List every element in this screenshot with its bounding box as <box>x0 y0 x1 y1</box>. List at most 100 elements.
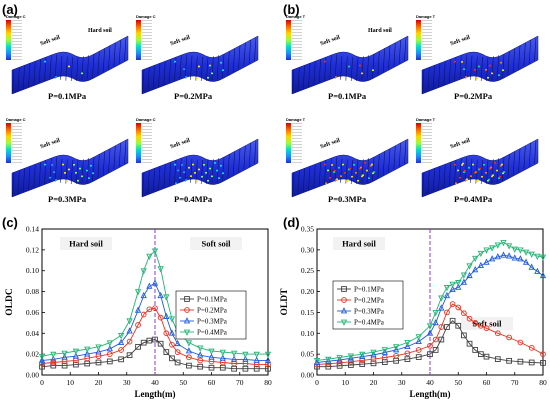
damage-spot <box>327 169 329 172</box>
damage-legend-title: Damage T <box>286 117 306 122</box>
data-point <box>506 334 512 341</box>
data-point <box>438 336 445 343</box>
tunnel-ring <box>512 48 515 73</box>
tunnel-ring <box>142 69 145 94</box>
damage-spot <box>362 174 364 177</box>
damage-spot <box>68 168 70 171</box>
pressure-label: P=0.2MPa <box>174 91 213 101</box>
tunnel-ring <box>350 159 353 185</box>
data-point <box>438 324 445 330</box>
tunnel-ring <box>382 48 385 73</box>
tunnel-ring <box>211 56 214 81</box>
y-tick-label: 0.08 <box>26 287 39 296</box>
data-point <box>472 255 479 263</box>
tunnel-ring <box>248 142 251 167</box>
damage-spot <box>66 180 68 183</box>
tunnel-ring <box>459 54 462 80</box>
damage-spot <box>489 64 491 67</box>
data-point <box>461 332 467 339</box>
tunnel-ring <box>486 159 489 184</box>
data-point <box>174 359 181 366</box>
legend-entry: P=0.3MPa <box>337 307 385 316</box>
data-point <box>381 348 388 355</box>
data-point <box>426 329 434 336</box>
tunnel-ring <box>448 162 451 187</box>
tunnel-ring <box>232 151 235 176</box>
damage-spot <box>194 172 196 174</box>
tunnel-svg <box>421 35 539 95</box>
tunnel-ring <box>507 51 510 76</box>
damage-spot <box>368 177 370 179</box>
tunnel-ring <box>211 159 214 184</box>
tunnel-ring <box>97 154 100 179</box>
hard-soil-region-box <box>60 237 112 250</box>
data-point <box>466 315 473 322</box>
damage-spot <box>336 178 338 181</box>
chart-oldt: 0 10 20 30 40 50 60 70 80 0.00 0.05 0.10 0.15 0.20 0.2… <box>280 225 547 400</box>
data-point <box>38 356 46 363</box>
panel-c-letter: (c) <box>2 215 18 230</box>
legend-tick-labels <box>12 20 22 60</box>
tunnel-ring <box>54 157 57 182</box>
data-point <box>230 355 238 362</box>
damage-spot <box>457 169 459 172</box>
tunnel-ring <box>308 63 311 88</box>
data-point <box>185 340 193 347</box>
legend-tick-labels <box>142 123 152 163</box>
tunnel-ring <box>334 157 337 182</box>
legend-label: P=0.2MPa <box>354 297 385 305</box>
tunnel-ring <box>248 39 251 64</box>
data-point <box>517 247 524 254</box>
damage-spot <box>463 68 465 70</box>
data-point <box>494 356 501 362</box>
damage-color-legend: Damage T <box>286 117 305 163</box>
damage-spot <box>222 172 224 175</box>
damage-spot <box>481 175 483 178</box>
damage-spot <box>478 65 480 68</box>
damage-spot <box>496 169 498 172</box>
pressure-label: P=0.4MPa <box>454 194 493 204</box>
tunnel-ring <box>76 159 79 184</box>
tunnel-ring <box>22 65 25 90</box>
tunnel-ring <box>12 172 15 197</box>
damage-spot <box>222 69 224 72</box>
damage-spot <box>454 163 456 166</box>
tunnel-ring <box>92 53 95 79</box>
tunnel-ring <box>302 168 305 193</box>
data-point <box>157 266 164 273</box>
damage-spot <box>174 163 176 166</box>
panel-b-letter: (b) <box>283 2 300 17</box>
damage-spot <box>214 162 216 164</box>
data-point <box>325 363 332 370</box>
damage-spot <box>86 169 88 172</box>
tunnel-ring <box>313 61 316 86</box>
damage-spot <box>488 178 490 181</box>
data-point <box>50 351 57 359</box>
data-point <box>540 351 546 357</box>
damage-spot <box>454 60 456 63</box>
x-tick-label: 70 <box>236 378 244 387</box>
series-line <box>41 339 268 370</box>
data-point <box>157 291 164 299</box>
tunnel-ring <box>28 63 31 88</box>
x-tick-label: 30 <box>123 378 131 387</box>
damage-spot <box>346 180 348 183</box>
x-tick-label: 80 <box>264 378 272 387</box>
legend-gradient-bar <box>416 123 421 163</box>
damage-spot <box>500 61 502 64</box>
tunnel-ring <box>345 56 348 81</box>
data-point <box>140 291 147 299</box>
damage-color-legend: Damage C <box>6 117 26 163</box>
tunnel-ring <box>232 48 235 73</box>
tunnel-ring <box>147 170 150 195</box>
x-tick-label: 30 <box>398 378 406 387</box>
data-point <box>466 271 473 279</box>
legend-label: P=0.3MPa <box>197 318 228 326</box>
data-point <box>50 355 57 362</box>
damage-spot <box>73 163 75 166</box>
data-point <box>534 267 541 274</box>
tunnel-ring <box>76 56 79 81</box>
data-point <box>163 294 170 301</box>
damage-spot <box>77 179 79 182</box>
damage-spot <box>501 163 503 166</box>
